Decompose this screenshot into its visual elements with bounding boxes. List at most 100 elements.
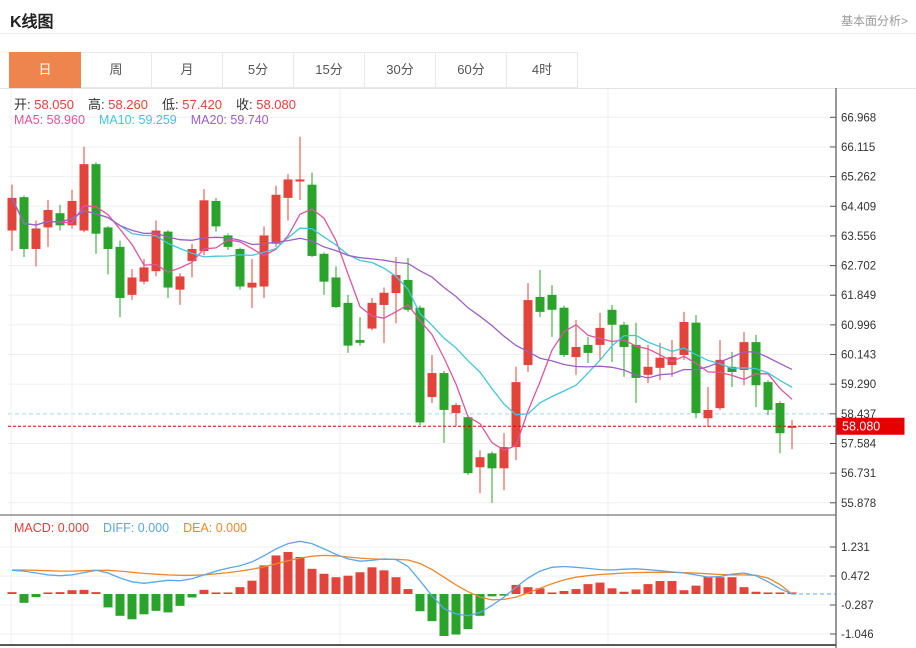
macd-bar-positive: [535, 588, 545, 595]
candle-body-down: [355, 340, 365, 343]
macd-bar-positive: [739, 587, 749, 595]
tab-60min[interactable]: 60分: [435, 52, 507, 88]
candle-body-down: [223, 235, 233, 247]
candle-body-down: [163, 231, 173, 288]
axis-tick-label: 66.968: [841, 112, 876, 124]
ma-legend: MA5: 58.960 MA10: 59.259 MA20: 59.740: [14, 113, 283, 127]
candle-body-down: [463, 417, 473, 474]
candle-body-up: [523, 300, 533, 366]
macd-bar-positive: [43, 592, 53, 595]
axis-tick-label: 1.231: [841, 542, 870, 554]
macd-bar-positive: [631, 589, 641, 595]
kline-chart[interactable]: 58.080 66.968 66.115 65.262 64.409 63.556 62.7…: [0, 88, 916, 648]
candle-body-down: [343, 302, 353, 346]
axis-tick-label: 66.115: [841, 142, 875, 154]
macd-bar-negative: [31, 594, 41, 598]
candle-body-down: [235, 248, 245, 287]
candle-body-up: [127, 277, 137, 295]
macd-bar-positive: [523, 587, 533, 595]
macd-bar-positive: [655, 581, 665, 595]
axis-labels: 66.968 66.115 65.262 64.409 63.556 62.702 61.8…: [830, 112, 877, 641]
axis-tick-label: 63.556: [841, 231, 876, 243]
tab-5min[interactable]: 5分: [222, 52, 294, 88]
legend-item: 收: 58.080: [236, 97, 296, 112]
macd-bar-positive: [223, 592, 233, 595]
macd-bar-negative: [463, 594, 473, 630]
candle-body-up: [655, 357, 665, 368]
candle-body-up: [427, 373, 437, 398]
tab-month[interactable]: 月: [151, 52, 223, 88]
candle-body-up: [571, 346, 581, 358]
axis-tick-label: 65.262: [841, 172, 876, 184]
tab-week[interactable]: 周: [80, 52, 152, 88]
macd-bar-negative: [415, 594, 425, 612]
macd-bar-positive: [619, 591, 629, 595]
macd-bar-positive: [67, 590, 77, 595]
candle-body-up: [67, 201, 77, 226]
macd-bar-negative: [175, 594, 185, 606]
axis-tick-label: 60.996: [841, 320, 876, 332]
candle-body-up: [499, 447, 509, 469]
fundamental-analysis-link[interactable]: 基本面分析>: [840, 14, 908, 28]
header-divider: [0, 33, 916, 34]
tab-day[interactable]: 日: [9, 52, 81, 88]
macd-bar-positive: [247, 580, 257, 595]
dea-line: [12, 554, 793, 601]
candle-body-up: [595, 327, 605, 345]
candle-body-up: [643, 366, 653, 375]
legend-item: DEA: 0.000: [183, 521, 248, 535]
macd-bar-positive: [391, 577, 401, 595]
candle-body-up: [715, 359, 725, 409]
page-title: K线图: [10, 14, 54, 31]
candle-body-down: [535, 296, 545, 312]
candle-body-up: [247, 282, 257, 288]
macd-bar-positive: [91, 592, 101, 595]
macd-bar-negative: [427, 594, 437, 622]
candle-body-down: [607, 309, 617, 325]
tab-15min[interactable]: 15分: [293, 52, 365, 88]
axis-tick-label: 60.143: [841, 350, 876, 362]
macd-bar-positive: [691, 585, 701, 595]
macd-bar-positive: [7, 592, 17, 595]
macd-bar-positive: [79, 589, 89, 595]
axis-tick-label: 58.437: [841, 409, 876, 421]
candle-body-up: [379, 292, 389, 305]
ohlc-legend: 开: 58.050 高: 58.260 低: 57.420 收: 58.080: [14, 94, 310, 113]
macd-bar-positive: [235, 587, 245, 595]
macd-bar-positive: [271, 555, 281, 595]
axis-tick-label: 64.409: [841, 201, 876, 213]
tab-4hour[interactable]: 4时: [506, 52, 578, 88]
candle-body-up: [151, 230, 161, 272]
macd-bar-positive: [727, 577, 737, 595]
candle-body-up: [283, 179, 293, 198]
macd-bar-positive: [571, 589, 581, 595]
macd-bar-positive: [403, 589, 413, 595]
candle-body-down: [115, 246, 125, 298]
macd-bar-positive: [331, 577, 341, 595]
axis-tick-label: 55.878: [841, 498, 876, 510]
candle-body-down: [439, 373, 449, 410]
macd-bar-negative: [499, 594, 509, 596]
candle-body-down: [403, 279, 413, 310]
axis-tick-label: 57.584: [841, 438, 877, 450]
macd-legend: MACD: 0.000 DIFF: 0.000 DEA: 0.000: [14, 521, 261, 535]
candle-body-up: [187, 248, 197, 262]
candle-body-down: [91, 164, 101, 234]
macd-bar-positive: [211, 592, 221, 595]
candle-body-up: [475, 457, 485, 468]
candle-body-down: [55, 213, 65, 226]
tab-30min[interactable]: 30分: [364, 52, 436, 88]
macd-bar-positive: [643, 584, 653, 595]
macd-bar-positive: [355, 572, 365, 595]
candle-body-up: [139, 267, 149, 282]
macd-bar-negative: [103, 594, 113, 608]
candle-body-up: [787, 426, 797, 428]
candle-body-up: [259, 235, 269, 287]
macd-bar-positive: [547, 592, 557, 595]
candle-body-down: [631, 344, 641, 378]
macd-bar-negative: [187, 594, 197, 598]
legend-item: 低: 57.420: [162, 97, 222, 112]
candle-body-down: [319, 253, 329, 282]
macd-bar-negative: [163, 594, 173, 613]
candle-body-up: [175, 276, 185, 290]
